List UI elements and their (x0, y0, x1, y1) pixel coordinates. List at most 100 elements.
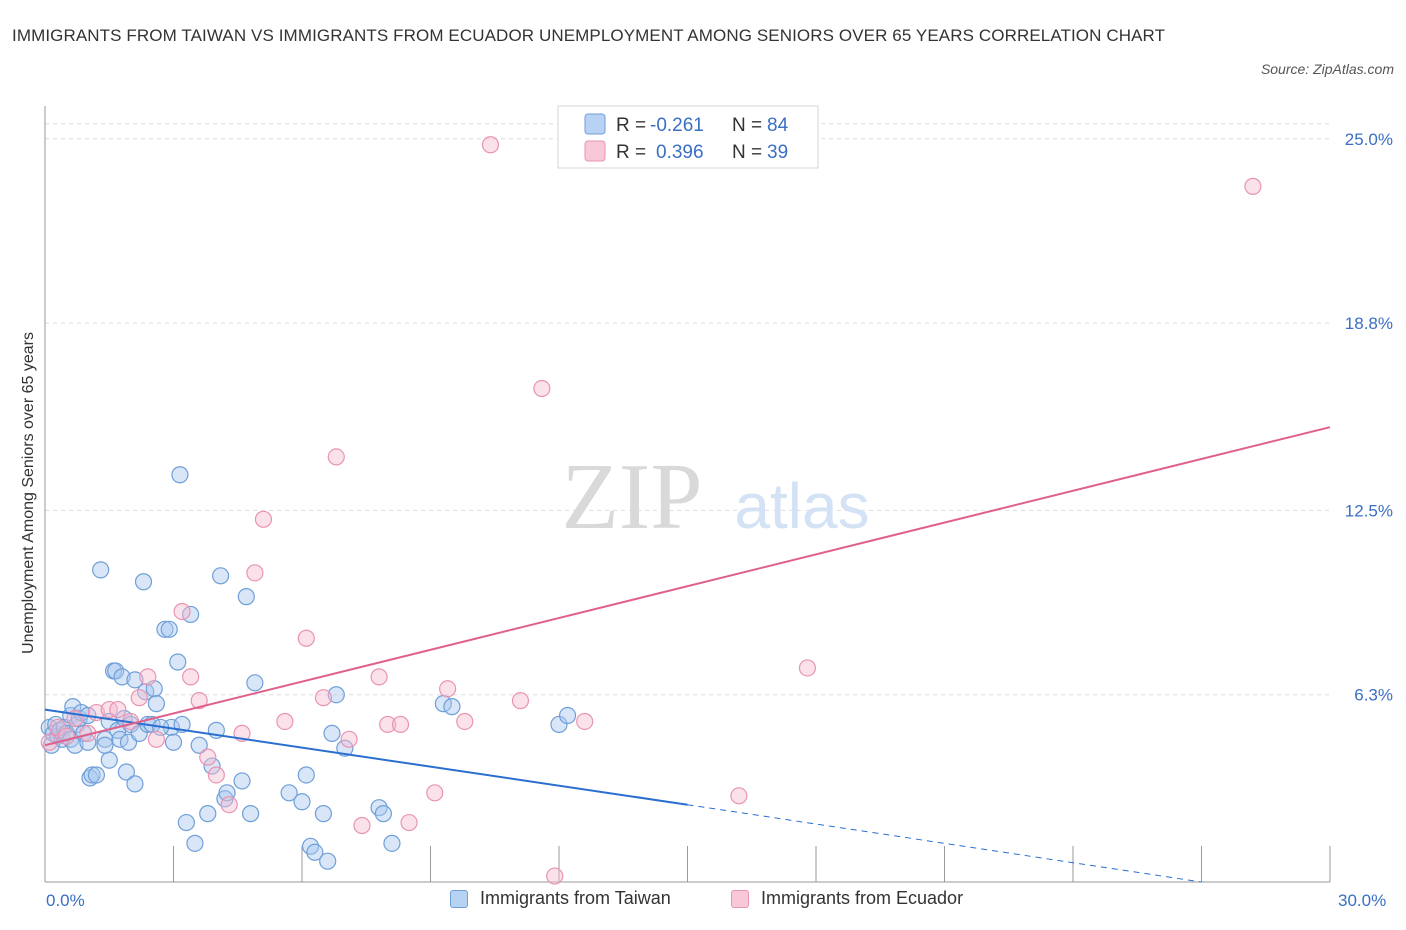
ecuador-point (481, 136, 500, 154)
ecuador-point (456, 712, 474, 731)
ecuador-point (546, 867, 564, 885)
taiwan-point (199, 805, 217, 823)
taiwan-point (190, 736, 208, 754)
legend-ecuador-swatch (584, 140, 606, 162)
ecuador-point (400, 813, 418, 832)
legend-ecuador-r-value: 0.396 (656, 142, 704, 163)
ecuador-point (379, 715, 397, 734)
legend-item-taiwan-swatch (450, 889, 468, 908)
y-tick-labels: 6.3% 12.5% 18.8% 25.0% (1345, 130, 1393, 705)
taiwan-point (293, 793, 311, 811)
legend-item-ecuador-label: Immigrants from Ecuador (761, 888, 964, 908)
taiwan-point (147, 695, 165, 713)
taiwan-point (203, 757, 221, 775)
legend-ecuador-r-label: R = (616, 142, 646, 163)
taiwan-point (92, 561, 110, 579)
ecuador-point (130, 689, 148, 707)
taiwan-point (87, 766, 106, 784)
series-legend: Immigrants from Taiwan Immigrants from E… (0, 888, 1406, 916)
taiwan-point (156, 620, 174, 638)
x-tick-label-max: 30.0% (1338, 891, 1387, 910)
taiwan-point (246, 674, 264, 692)
ecuador-point (439, 680, 457, 698)
legend-item-taiwan[interactable]: Immigrants from Taiwan (450, 888, 671, 909)
taiwan-trend-line (44, 708, 688, 806)
ecuador-point (340, 730, 358, 748)
ecuador-point (199, 748, 217, 766)
taiwan-point (83, 766, 101, 784)
ecuador-point (353, 816, 371, 835)
ecuador-points (40, 136, 1262, 885)
ecuador-point (730, 787, 748, 805)
ecuador-point (391, 715, 410, 734)
taiwan-point (164, 733, 183, 751)
taiwan-point (237, 588, 255, 606)
legend-taiwan-r-value: -0.261 (650, 115, 704, 136)
ecuador-point (190, 692, 208, 710)
ecuador-point (182, 668, 200, 686)
legend-taiwan-r-label: R = (616, 115, 646, 136)
taiwan-point (126, 671, 144, 689)
taiwan-point (297, 766, 315, 784)
correlation-legend: R = -0.261 N = 84 R = 0.396 N = 39 (557, 105, 819, 169)
ecuador-point (314, 689, 333, 707)
taiwan-point (383, 834, 401, 852)
taiwan-point (374, 805, 392, 823)
watermark-zip: ZIP (562, 445, 703, 549)
taiwan-point (113, 668, 131, 686)
ecuador-point (276, 712, 294, 731)
taiwan-point (323, 724, 341, 742)
taiwan-point (212, 567, 230, 585)
taiwan-point (107, 662, 125, 680)
taiwan-point (177, 813, 195, 832)
ecuador-point (297, 629, 315, 647)
ecuador-point (426, 784, 444, 802)
legend-ecuador-n-label: N = (732, 142, 762, 163)
watermark-atlas: atlas (734, 470, 869, 542)
taiwan-points (40, 466, 577, 870)
chart-title: IMMIGRANTS FROM TAIWAN VS IMMIGRANTS FRO… (12, 26, 1166, 45)
taiwan-point (100, 751, 118, 769)
ecuador-point (173, 602, 191, 621)
ecuador-point (109, 700, 127, 719)
taiwan-point (314, 805, 333, 823)
ecuador-point (139, 668, 157, 686)
legend-taiwan-n-value: 84 (767, 115, 789, 136)
ecuador-point (533, 379, 551, 398)
axes (44, 106, 1331, 883)
ecuador-point (147, 730, 165, 748)
legend-ecuador-n-value: 39 (767, 142, 788, 163)
taiwan-point (336, 739, 354, 757)
ecuador-point (207, 766, 225, 784)
legend-item-taiwan-label: Immigrants from Taiwan (480, 888, 671, 908)
gridlines (45, 123, 1330, 696)
taiwan-trend-extension (687, 804, 1202, 883)
taiwan-point (242, 805, 260, 823)
taiwan-point (233, 772, 251, 790)
ecuador-trend-line (44, 426, 1331, 747)
taiwan-point (186, 834, 204, 852)
y-tick-label: 18.8% (1345, 314, 1393, 333)
ecuador-point (246, 564, 264, 582)
taiwan-point (126, 775, 144, 793)
taiwan-point (558, 706, 577, 725)
legend-taiwan-swatch (584, 113, 606, 135)
ecuador-point (49, 718, 67, 737)
taiwan-point (327, 686, 345, 704)
taiwan-point (280, 784, 298, 802)
ecuador-point (327, 448, 345, 466)
legend-item-ecuador-swatch (731, 889, 749, 908)
taiwan-point (160, 620, 178, 638)
trend-lines (44, 426, 1331, 883)
watermark: ZIP atlas (562, 445, 870, 549)
y-tick-label: 6.3% (1354, 686, 1393, 705)
ecuador-point (220, 796, 238, 814)
legend-taiwan-n-label: N = (732, 115, 762, 136)
taiwan-point (117, 763, 135, 781)
ecuador-point (798, 659, 817, 677)
legend-item-ecuador[interactable]: Immigrants from Ecuador (731, 888, 963, 909)
x-tick-label-min: 0.0% (46, 891, 85, 910)
taiwan-point (550, 715, 568, 734)
taiwan-point (306, 843, 324, 861)
